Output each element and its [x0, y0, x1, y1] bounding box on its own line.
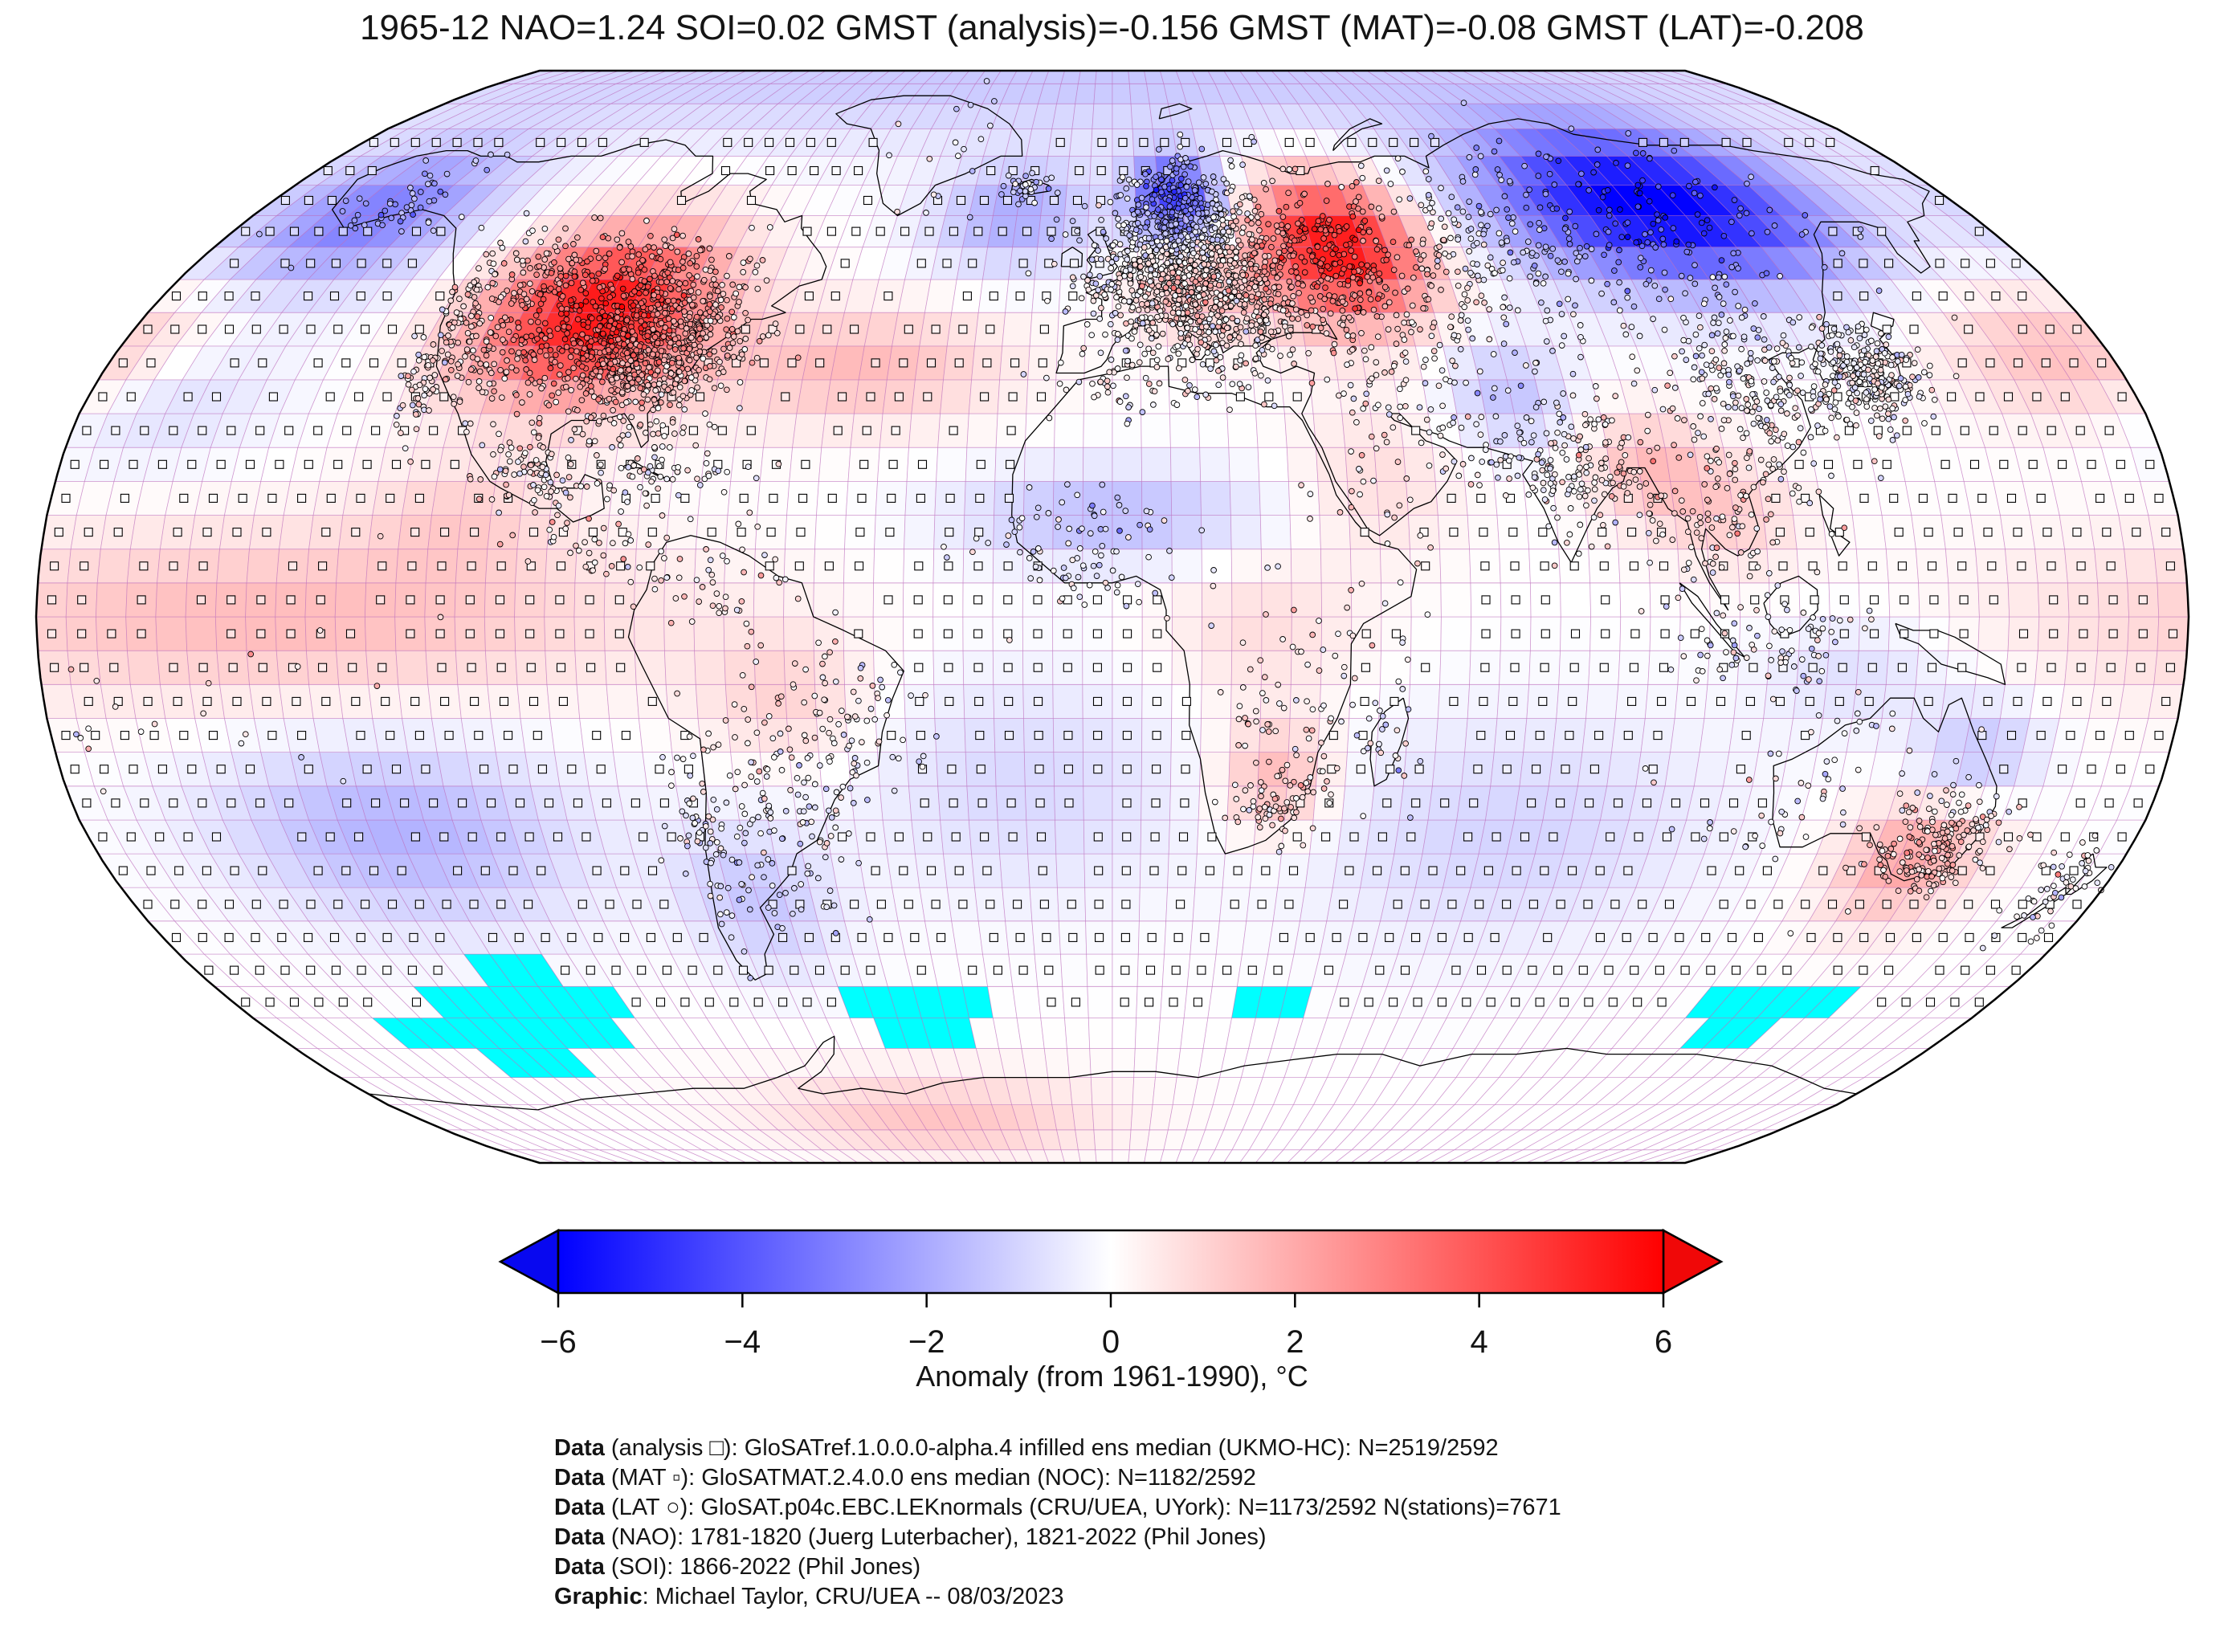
caption-line-text: (NAO): 1781-1820 (Juerg Luterbacher), 18…	[604, 1524, 1267, 1550]
colorbar-tick-label: −4	[724, 1324, 761, 1360]
caption-line-key: Data	[554, 1435, 605, 1461]
colorbar-tick-label: 4	[1471, 1324, 1488, 1360]
colorbar-tick-label: −6	[540, 1324, 577, 1360]
caption-line-text: : Michael Taylor, CRU/UEA -- 08/03/2023	[642, 1584, 1064, 1609]
caption-line-key: Data	[554, 1554, 605, 1580]
caption-line-key: Data	[554, 1524, 605, 1550]
caption-line: Data (analysis □): GloSATref.1.0.0.0-alp…	[554, 1434, 1561, 1463]
caption-line-text: (LAT ○): GloSAT.p04c.EBC.LEKnormals (CRU…	[604, 1495, 1561, 1520]
lat-station-markers	[67, 78, 2115, 981]
colorbar-ticks: −6 −4 −2 0 2 4 6	[540, 1293, 1672, 1360]
caption-line-text: (SOI): 1866-2022 (Phil Jones)	[604, 1554, 921, 1580]
caption-line: Data (LAT ○): GloSAT.p04c.EBC.LEKnormals…	[554, 1493, 1561, 1523]
caption-line-key: Data	[554, 1465, 605, 1491]
figure-title: 1965-12 NAO=1.24 SOI=0.02 GMST (analysis…	[360, 8, 1864, 47]
caption-line: Graphic: Michael Taylor, CRU/UEA -- 08/0…	[554, 1582, 1561, 1612]
caption-line-text: (analysis □): GloSATref.1.0.0.0-alpha.4 …	[604, 1435, 1499, 1461]
colorbar: −6 −4 −2 0 2 4 6	[498, 1228, 1724, 1360]
colorbar-left-arrow-icon	[498, 1228, 560, 1295]
colorbar-tick-label: 0	[1102, 1324, 1120, 1360]
colorbar-right-arrow-icon	[1662, 1228, 1724, 1295]
caption-line: Data (MAT ▫): GloSATMAT.2.4.0.0 ens medi…	[554, 1463, 1561, 1493]
colorbar-tick-label: −2	[908, 1324, 945, 1360]
colorbar-axis-label: Anomaly (from 1961-1990), °C	[916, 1360, 1308, 1393]
caption-line-key: Graphic	[554, 1584, 643, 1609]
caption-line: Data (NAO): 1781-1820 (Juerg Luterbacher…	[554, 1523, 1561, 1552]
colorbar-gradient-bar	[557, 1229, 1665, 1295]
caption-line-key: Data	[554, 1495, 605, 1520]
caption-line: Data (SOI): 1866-2022 (Phil Jones)	[554, 1552, 1561, 1582]
caption-line-text: (MAT ▫): GloSATMAT.2.4.0.0 ens median (N…	[604, 1465, 1256, 1491]
colorbar-tick-label: 6	[1655, 1324, 1672, 1360]
caption: Data (analysis □): GloSATref.1.0.0.0-alp…	[554, 1434, 1561, 1612]
map-outline	[35, 69, 2190, 1165]
colorbar-tick-label: 2	[1286, 1324, 1304, 1360]
grid-cells	[35, 70, 2189, 1164]
